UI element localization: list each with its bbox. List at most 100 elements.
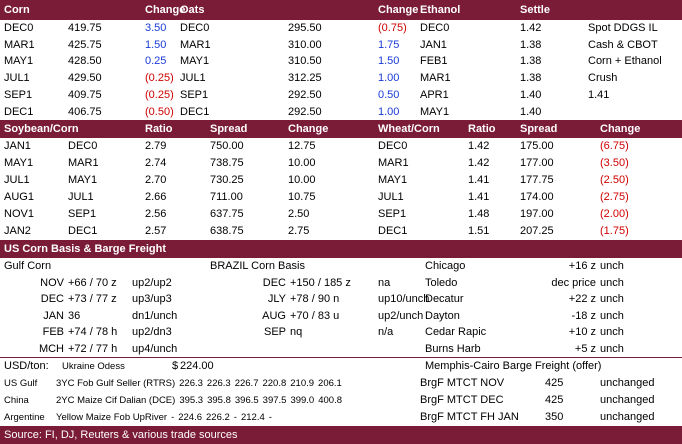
cell: 406.75 (68, 105, 102, 118)
cell: unch (600, 293, 624, 306)
cell: 310.00 (288, 38, 322, 51)
cell: unch (600, 343, 624, 355)
value: - (268, 412, 272, 423)
cell: 0.25 (145, 55, 167, 68)
cell: DEC0 (378, 140, 408, 152)
cell: 12.75 (288, 140, 316, 152)
cell: (2.50) (600, 174, 629, 186)
cell: USD/ton: (4, 360, 49, 372)
cell: MAY1 (180, 55, 210, 68)
column-header: Oats (180, 4, 205, 16)
section-title: Memphis-Cairo Barge Freight (offer) (425, 360, 602, 372)
cell: 428.50 (68, 55, 102, 68)
cell: 207.25 (520, 225, 554, 237)
column-header: Corn (4, 4, 30, 16)
cell: 409.75 (68, 88, 102, 101)
cell: Spot DDGS IL (588, 22, 658, 34)
cell: +5 z (574, 343, 596, 355)
cell: MAY1 (4, 157, 34, 169)
cell: (2.75) (600, 191, 629, 203)
column-header: Ratio (468, 123, 496, 135)
cell: $ (172, 360, 179, 372)
cell: MAR1 (68, 157, 99, 169)
cell: (6.75) (600, 140, 629, 152)
cell: 175.00 (520, 140, 554, 152)
column-header: Change (600, 123, 641, 135)
cell: 2.74 (145, 157, 167, 169)
value: 210.9 (290, 378, 315, 389)
cell: MAY1 (420, 105, 450, 118)
cell: up2/unch (378, 309, 424, 322)
cell: DEC0 (180, 22, 210, 34)
cell: 1.42 (468, 157, 490, 169)
cell: 3.50 (145, 22, 167, 34)
value: - (233, 412, 237, 423)
cell: 1.42 (520, 22, 542, 34)
value: 220.8 (262, 378, 287, 389)
cell: BrgF MTCT FH JAN (420, 411, 519, 423)
cell: 2.50 (288, 208, 310, 220)
cell: JUL1 (4, 174, 30, 186)
cell: MAY1 (378, 174, 408, 186)
cell: 2.70 (145, 174, 167, 186)
cell: 1.00 (378, 105, 400, 118)
cell: (0.50) (145, 105, 174, 118)
cell: up2/up2 (132, 276, 172, 289)
cell: +10 z (568, 326, 596, 339)
cell: BrgF MTCT NOV (420, 377, 505, 389)
cell: 0.50 (378, 88, 400, 101)
cell: SEP1 (4, 88, 33, 101)
cell: 425.75 (68, 38, 102, 51)
cell: +78 / 90 n (290, 293, 340, 306)
cell: 419.75 (68, 22, 102, 34)
cell: SEP (263, 326, 286, 339)
cell: Decatur (425, 293, 464, 306)
divider (0, 357, 682, 358)
cell: 738.75 (210, 157, 244, 169)
cell: (0.25) (145, 88, 174, 101)
cell: MAY1 (68, 174, 98, 186)
footer: Source: FI, DJ, Reuters & various trade … (4, 429, 238, 441)
cell: 10.00 (288, 157, 316, 169)
cell: 295.50 (288, 22, 322, 34)
cell: n/a (378, 326, 394, 339)
cell: up2/dn3 (132, 326, 172, 339)
cell: JAN1 (420, 38, 447, 51)
cell: 10.00 (288, 174, 316, 186)
cell: Ukraine Odess (62, 361, 125, 372)
cell: 177.00 (520, 157, 554, 169)
cell: 2.79 (145, 140, 167, 152)
cell: 10.75 (288, 191, 316, 203)
cell: JAN (43, 309, 64, 322)
cell: NOV (40, 276, 64, 289)
cell: dn1/unch (132, 309, 178, 322)
cell: Crush (588, 72, 618, 85)
product: Yellow Maize Fob UpRiver (56, 412, 168, 423)
column-header: Spread (210, 123, 248, 135)
cell: FEB1 (420, 55, 448, 68)
cell: DEC0 (68, 140, 98, 152)
cell: 292.50 (288, 88, 322, 101)
cell: SEP1 (68, 208, 97, 220)
cell: DEC1 (378, 225, 408, 237)
cell: MAY1 (4, 55, 34, 68)
column-header: Ratio (145, 123, 173, 135)
value: 212.4 (240, 412, 265, 423)
cell: 1.48 (468, 208, 490, 220)
column-header: Wheat/Corn (378, 123, 440, 135)
cell: 1.42 (468, 140, 490, 152)
product: 2YC Maize Cif Dalian (DCE) (56, 395, 176, 406)
value: 395.8 (207, 395, 231, 406)
cell: 2.56 (145, 208, 167, 220)
cell: (1.75) (600, 225, 629, 237)
cell: unch (600, 260, 624, 272)
cell: 312.25 (288, 72, 322, 85)
value: 226.3 (206, 378, 231, 389)
cell: 1.50 (145, 38, 167, 51)
column-header: Spread (520, 123, 558, 135)
cell: 1.41 (468, 174, 490, 186)
column-header: Change (378, 4, 419, 16)
cell: Cash & CBOT (588, 38, 658, 51)
cell: Toledo (425, 276, 458, 289)
cell: +73 / 77 z (68, 293, 117, 306)
